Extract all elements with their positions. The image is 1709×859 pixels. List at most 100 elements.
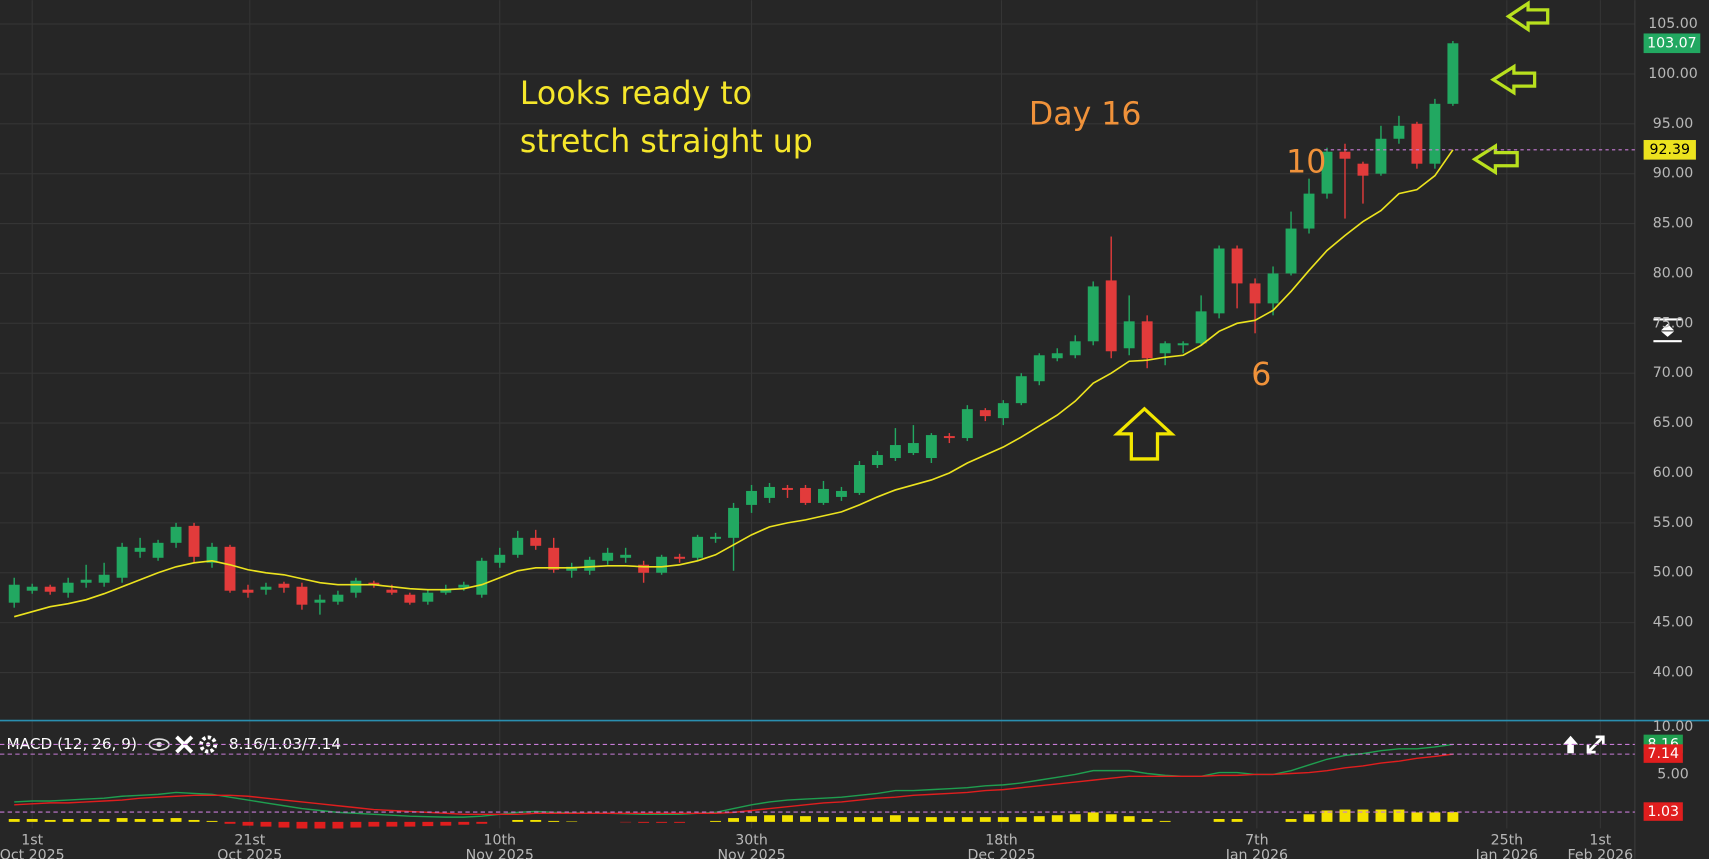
candle-body xyxy=(1123,321,1135,349)
candle-body xyxy=(710,536,722,539)
histogram-bar xyxy=(440,821,452,826)
up-arrow xyxy=(1112,406,1176,461)
candle-body xyxy=(728,507,739,538)
candle-body xyxy=(134,547,146,552)
histogram-bar xyxy=(728,818,739,822)
y-tick-label: 95.00 xyxy=(1653,116,1694,132)
histogram-bar xyxy=(62,819,74,822)
candle-body xyxy=(1447,43,1459,104)
histogram-bar xyxy=(44,819,56,822)
x-tick-sublabel: Oct 2025 xyxy=(0,848,65,859)
candle-body xyxy=(1303,193,1315,229)
histogram-bar xyxy=(961,817,973,822)
histogram-bar xyxy=(800,816,811,822)
histogram-bar xyxy=(98,819,110,822)
candle-body xyxy=(1213,248,1225,314)
annotation: 6 xyxy=(1251,357,1271,393)
y-tick-label: 70.00 xyxy=(1653,365,1694,381)
candle-body xyxy=(512,537,524,555)
scale-icon[interactable] xyxy=(1653,318,1682,343)
histogram-bar xyxy=(116,818,128,822)
annotation: Day 16 xyxy=(1029,97,1142,133)
candle-body xyxy=(1285,228,1297,274)
candle-body xyxy=(925,435,937,459)
x-tick-sublabel: Oct 2025 xyxy=(217,848,282,859)
histogram-bar xyxy=(332,821,344,829)
macd-line xyxy=(14,743,1453,818)
histogram-bar xyxy=(134,819,146,822)
histogram-bar xyxy=(80,819,92,822)
candle-body xyxy=(638,564,650,573)
value-label-box xyxy=(1643,802,1683,821)
histogram-bar xyxy=(889,815,901,822)
price-label-box xyxy=(1643,33,1701,54)
histogram-bar xyxy=(26,819,38,822)
x-tick-sublabel: Dec 2025 xyxy=(968,848,1036,859)
candle-body xyxy=(530,537,542,546)
y-tick-label: 80.00 xyxy=(1653,265,1694,281)
candle-body xyxy=(889,445,901,459)
y-tick-label: 100.00 xyxy=(1648,66,1698,82)
histogram-bar xyxy=(746,816,757,822)
histogram-bar xyxy=(1159,820,1171,822)
x-tick-label: 18th xyxy=(985,832,1018,848)
histogram-bar xyxy=(260,821,272,827)
candle-body xyxy=(152,542,164,558)
candle-body xyxy=(764,486,775,498)
histogram-bar xyxy=(476,821,488,824)
x-tick-sublabel: Jan 2026 xyxy=(1475,848,1538,859)
histogram-bar xyxy=(1069,814,1081,822)
candle-body xyxy=(260,586,272,590)
candle-body xyxy=(566,566,578,571)
candle-body xyxy=(1177,343,1189,346)
y-tick-label: 45.00 xyxy=(1653,615,1694,631)
y-tick-label: 60.00 xyxy=(1653,465,1694,481)
histogram-bar xyxy=(907,817,919,822)
candle-body xyxy=(800,487,811,503)
candle-body xyxy=(422,592,434,602)
price-label-box xyxy=(1643,140,1696,160)
candle-body xyxy=(368,582,380,585)
value-label: 1.03 xyxy=(1647,804,1679,820)
candle-body xyxy=(332,594,344,602)
histogram-bar xyxy=(853,817,865,822)
histogram-bar xyxy=(710,820,722,822)
candle-body xyxy=(8,584,20,603)
candle-body xyxy=(278,583,290,588)
candle-body xyxy=(656,556,668,573)
candle-body xyxy=(476,560,488,595)
candle-body xyxy=(602,552,614,561)
candle-body xyxy=(350,580,362,593)
candle-body xyxy=(979,410,991,417)
y-tick-label: 50.00 xyxy=(1653,565,1694,581)
candle-body xyxy=(494,554,506,563)
histogram-bar xyxy=(1411,812,1423,822)
candle-body xyxy=(62,582,74,593)
histogram-bar xyxy=(1447,812,1459,822)
y-tick-label: 5.00 xyxy=(1657,766,1689,782)
y-tick-label: 75.00 xyxy=(1653,315,1694,331)
histogram-bar xyxy=(1393,809,1405,822)
candle-body xyxy=(1357,163,1369,176)
candle-body xyxy=(224,546,236,591)
y-tick-label: 55.00 xyxy=(1653,515,1694,531)
candle-body xyxy=(1069,341,1081,356)
candle-body xyxy=(1249,283,1261,304)
histogram-bar xyxy=(871,817,883,822)
y-tick-label: 85.00 xyxy=(1653,216,1694,232)
histogram-bar xyxy=(386,821,398,827)
candle-body xyxy=(44,586,56,592)
x-tick-label: 7th xyxy=(1245,832,1269,848)
histogram-bar xyxy=(188,819,200,822)
price-label: 92.39 xyxy=(1649,142,1690,158)
histogram-bar xyxy=(368,821,380,827)
histogram-bar xyxy=(1357,809,1369,822)
candle-body xyxy=(782,487,793,490)
value-label: 7.14 xyxy=(1647,746,1679,762)
candle-body xyxy=(80,579,92,583)
histogram-bar xyxy=(818,817,829,822)
histogram-bar xyxy=(1303,814,1315,822)
